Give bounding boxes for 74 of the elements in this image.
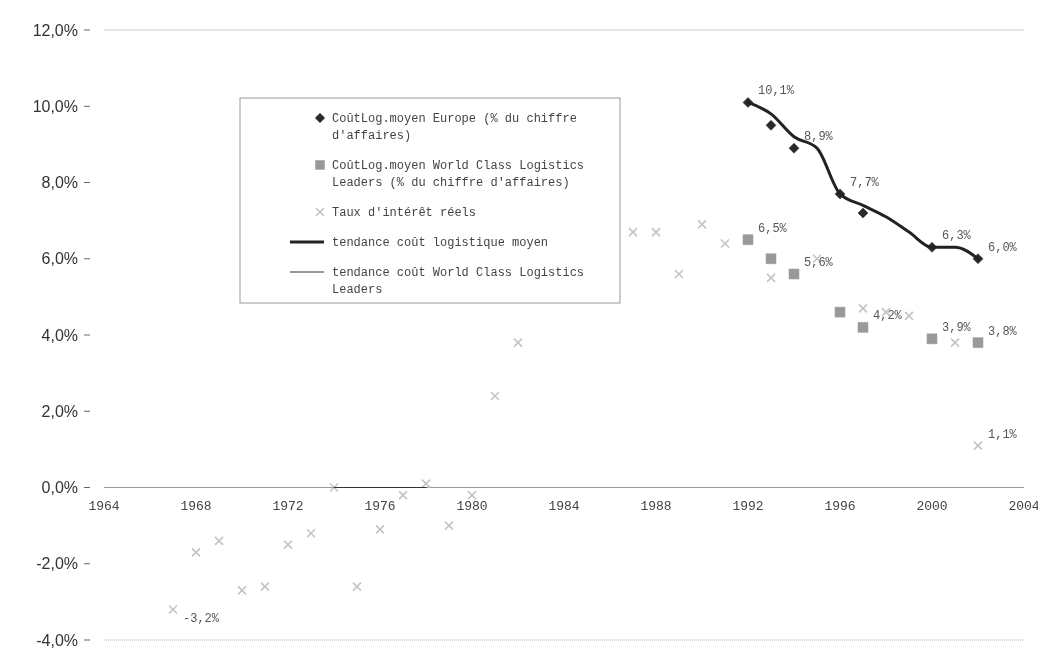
- data-label: 10,1%: [758, 84, 795, 99]
- y-tick-label: 8,0%: [41, 174, 78, 192]
- point: [628, 227, 638, 237]
- point: [834, 306, 846, 318]
- point: [214, 536, 224, 546]
- point: [490, 391, 500, 401]
- point: [398, 490, 408, 500]
- x-tick-label: 1968: [180, 498, 212, 514]
- point: [421, 478, 431, 489]
- y-tick-label: 4,0%: [41, 326, 78, 344]
- legend-label: CoûtLog.moyen Europe (% du chiffre d'affaires): [332, 112, 577, 143]
- data-label: 7,7%: [850, 175, 880, 190]
- point: [191, 547, 201, 558]
- point: [788, 142, 800, 154]
- point: [513, 337, 523, 348]
- point: [742, 234, 754, 245]
- legend-label: tendance coût World Class Logistics Leaders: [332, 266, 585, 297]
- x-tick-label: 1964: [88, 498, 120, 514]
- point: [306, 528, 316, 539]
- data-label: 5,6%: [804, 256, 834, 270]
- legend-label: tendance coût logistique moyen: [332, 236, 549, 250]
- y-tick-label: -2,0%: [36, 555, 78, 573]
- point: [765, 253, 777, 264]
- point: [720, 238, 730, 249]
- data-label: 3,8%: [988, 324, 1018, 339]
- point: [926, 333, 938, 345]
- point: [697, 219, 707, 230]
- point: [857, 322, 869, 333]
- x-tick-label: 1984: [548, 498, 580, 514]
- point: [283, 539, 293, 550]
- data-label: 8,9%: [804, 130, 834, 145]
- data-label: 6,5%: [758, 221, 788, 236]
- point: [651, 227, 661, 237]
- point: [950, 337, 960, 348]
- point: [765, 120, 777, 131]
- point: [972, 337, 984, 348]
- point: [329, 482, 339, 493]
- legend-label: Taux d'intérêt réels: [332, 206, 477, 220]
- data-label: 1,1%: [988, 427, 1018, 442]
- point: [352, 581, 362, 592]
- data-label: -3,2%: [183, 611, 220, 626]
- y-tick-label: 0,0%: [41, 479, 78, 497]
- y-tick-label: 2,0%: [41, 402, 78, 420]
- point: [467, 490, 477, 500]
- x-tick-label: 1972: [272, 498, 304, 514]
- point: [788, 268, 800, 280]
- point: [766, 273, 776, 283]
- data-label: 6,3%: [942, 229, 972, 244]
- point: [674, 269, 684, 279]
- y-tick-label: 12,0%: [32, 21, 78, 39]
- x-tick-label: 1976: [364, 498, 396, 514]
- y-tick-label: -4,0%: [36, 631, 78, 649]
- y-tick-label: 6,0%: [41, 250, 78, 268]
- x-tick-label: 1992: [732, 498, 764, 514]
- point: [857, 207, 869, 219]
- legend-label: CoûtLog.moyen World Class Logistics Leaders (% du chiffre d'affaires): [332, 159, 585, 190]
- point: [972, 253, 984, 264]
- point: [973, 440, 983, 451]
- point: [237, 585, 247, 596]
- point: [742, 97, 754, 108]
- data-label: 4,2%: [873, 309, 903, 324]
- point: [375, 524, 385, 535]
- data-label: 3,9%: [942, 320, 972, 335]
- x-tick-label: 1988: [640, 498, 672, 514]
- point: [904, 311, 914, 321]
- point: [858, 303, 868, 314]
- x-tick-label: 1996: [824, 498, 856, 514]
- point: [168, 604, 178, 615]
- x-tick-label: 2000: [916, 498, 948, 514]
- y-tick-label: 10,0%: [32, 97, 78, 115]
- data-label: 6,0%: [988, 240, 1018, 255]
- x-tick-label: 1980: [456, 498, 488, 514]
- point: [260, 581, 270, 592]
- point: [444, 520, 454, 531]
